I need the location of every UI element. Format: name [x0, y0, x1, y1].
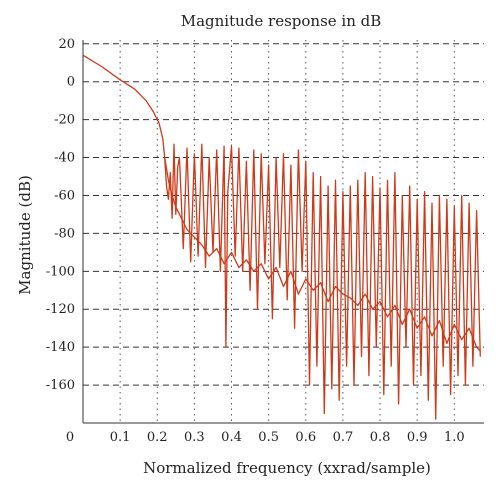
x-origin-label: 0 — [66, 430, 74, 445]
x-tick-label: 0.3 — [184, 430, 205, 445]
x-tick-label: 0.8 — [370, 430, 391, 445]
y-tick-label: 0 — [67, 75, 75, 90]
axes — [82, 40, 484, 424]
tick-labels: 20 0 -20 -40 -60 -80 -100 -120 -140 -160 0.1 0.2 0.3… — [46, 37, 465, 445]
y-tick-label: -120 — [46, 302, 75, 317]
chart-title: Magnitude response in dB — [181, 12, 382, 30]
y-tick-label: -60 — [54, 188, 75, 203]
series-line — [164, 157, 481, 352]
x-tick-label: 0.2 — [147, 430, 168, 445]
x-axis-label: Normalized frequency (xxrad/sample) — [143, 459, 431, 477]
series-line — [82, 54, 481, 420]
y-tick-label: -40 — [54, 151, 75, 166]
series-lines — [82, 54, 481, 420]
y-axis-label: Magnitude (dB) — [16, 175, 34, 295]
y-tick-label: -20 — [54, 113, 75, 128]
x-tick-label: 0.5 — [258, 430, 279, 445]
x-tick-label: 0.1 — [110, 430, 131, 445]
y-tick-label: -100 — [46, 264, 75, 279]
x-tick-label: 0.6 — [295, 430, 316, 445]
y-tick-label: -160 — [46, 378, 75, 393]
y-tick-label: -80 — [54, 226, 75, 241]
y-tick-label: -140 — [46, 340, 75, 355]
y-tick-label: 20 — [58, 37, 75, 52]
x-tick-label: 0.9 — [407, 430, 428, 445]
x-tick-label: 0.7 — [333, 430, 354, 445]
x-tick-label: 0.4 — [221, 430, 242, 445]
x-tick-label: 1.0 — [444, 430, 465, 445]
